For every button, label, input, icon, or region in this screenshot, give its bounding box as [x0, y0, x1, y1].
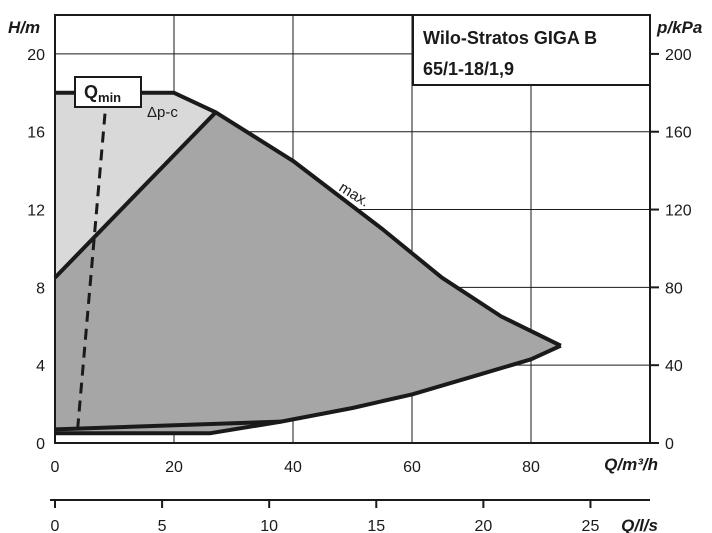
- y2-tick-label: 40: [665, 358, 683, 375]
- y-tick-label: 0: [36, 436, 45, 453]
- y-axis-label: H/m: [8, 18, 40, 37]
- qmin-label-q: Q: [84, 82, 98, 102]
- x2-axis-label: Q/l/s: [621, 516, 658, 533]
- qmin-label-box: [74, 76, 142, 108]
- x2-tick-label: 10: [260, 518, 278, 533]
- x-tick-label: 20: [165, 459, 183, 476]
- min-curve-line: [55, 343, 562, 436]
- y-tick-label: 12: [27, 203, 45, 220]
- x-tick-label: 0: [51, 459, 60, 476]
- dp-c-curve-label: Δp-c: [147, 104, 178, 121]
- dp-c-region: [55, 92, 216, 434]
- chart-subtitle: 65/1-18/1,9: [423, 59, 514, 79]
- y2-axis-label: p/kPa: [656, 18, 702, 37]
- x2-tick-label: 25: [582, 518, 600, 533]
- curve-lines: [53, 90, 562, 436]
- y2-tick-label: 80: [665, 280, 683, 297]
- x-tick-label: 60: [403, 459, 421, 476]
- dp-c-curve-line: [53, 110, 218, 279]
- max-region: [55, 112, 561, 434]
- y2-tick-label: 120: [665, 203, 692, 220]
- x2-tick-label: 20: [474, 518, 492, 533]
- y-tick-label: 8: [36, 280, 45, 297]
- qmin-label: Qmin: [84, 82, 121, 105]
- y2-tick-label: 200: [665, 47, 692, 64]
- qmin-label-sub: min: [98, 90, 121, 105]
- x2-tick-label: 15: [367, 518, 385, 533]
- y2-tick-label: 0: [665, 436, 674, 453]
- y-tick-label: 16: [27, 125, 45, 142]
- x2-tick-label: 0: [51, 518, 60, 533]
- title-box: [412, 14, 651, 86]
- min-curve-line-2: [54, 419, 282, 432]
- y2-tick-label: 160: [665, 125, 692, 142]
- x-tick-label: 80: [522, 459, 540, 476]
- max-curve-line: [55, 90, 562, 348]
- qmin-dashed-line: [76, 92, 109, 430]
- x2-tick-label: 5: [158, 518, 167, 533]
- chart-title: Wilo-Stratos GIGA B: [423, 28, 597, 48]
- y-tick-label: 4: [36, 358, 45, 375]
- plot-frame: [54, 14, 651, 444]
- x-tick-label: 40: [284, 459, 302, 476]
- y-tick-label: 20: [27, 47, 45, 64]
- x-axis-label: Q/m³/h: [604, 455, 658, 474]
